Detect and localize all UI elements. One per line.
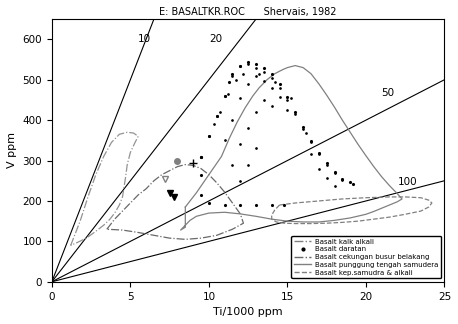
Point	[221, 138, 228, 143]
Text: 100: 100	[398, 177, 417, 187]
Title: E: BASALTKR.ROC      Shervais, 1982: E: BASALTKR.ROC Shervais, 1982	[159, 7, 337, 17]
Point	[237, 178, 244, 183]
Point	[276, 85, 283, 90]
Point	[303, 131, 310, 136]
Point	[245, 126, 252, 131]
Point	[245, 81, 252, 87]
Point	[292, 111, 299, 117]
X-axis label: Ti/1000 ppm: Ti/1000 ppm	[213, 307, 283, 317]
Point	[260, 97, 267, 102]
Point	[216, 110, 224, 115]
Point	[221, 93, 228, 98]
Point	[237, 142, 244, 147]
Point	[252, 110, 260, 115]
Point	[224, 91, 231, 97]
Point	[240, 71, 247, 76]
Point	[276, 94, 283, 99]
Text: 50: 50	[382, 88, 395, 98]
Point	[339, 177, 346, 182]
Text: 10: 10	[138, 34, 151, 44]
Point	[284, 108, 291, 113]
Point	[213, 113, 220, 119]
Point	[315, 152, 322, 157]
Legend: Basalt kalk alkali, Basalt daratan, Basalt cekungan busur belakang, Basalt pungg: Basalt kalk alkali, Basalt daratan, Basa…	[291, 236, 441, 278]
Point	[256, 71, 263, 76]
Point	[331, 183, 338, 188]
Point	[323, 175, 330, 180]
Point	[307, 152, 315, 157]
Text: 20: 20	[209, 34, 222, 44]
Point	[232, 77, 239, 82]
Point	[229, 162, 236, 167]
Y-axis label: V ppm: V ppm	[7, 133, 17, 168]
Point	[271, 79, 278, 84]
Point	[331, 171, 338, 176]
Point	[229, 118, 236, 123]
Point	[229, 73, 236, 78]
Point	[268, 75, 275, 80]
Point	[237, 95, 244, 100]
Point	[245, 162, 252, 167]
Point	[245, 61, 252, 66]
Point	[323, 162, 330, 167]
Point	[268, 85, 275, 90]
Point	[307, 140, 315, 145]
Point	[260, 78, 267, 83]
Point	[268, 103, 275, 109]
Point	[205, 134, 213, 139]
Point	[284, 97, 291, 102]
Point	[287, 95, 294, 100]
Point	[252, 146, 260, 151]
Point	[237, 63, 244, 68]
Point	[260, 69, 267, 74]
Point	[252, 73, 260, 78]
Point	[252, 65, 260, 70]
Point	[210, 122, 217, 127]
Point	[300, 126, 307, 132]
Point	[315, 166, 322, 171]
